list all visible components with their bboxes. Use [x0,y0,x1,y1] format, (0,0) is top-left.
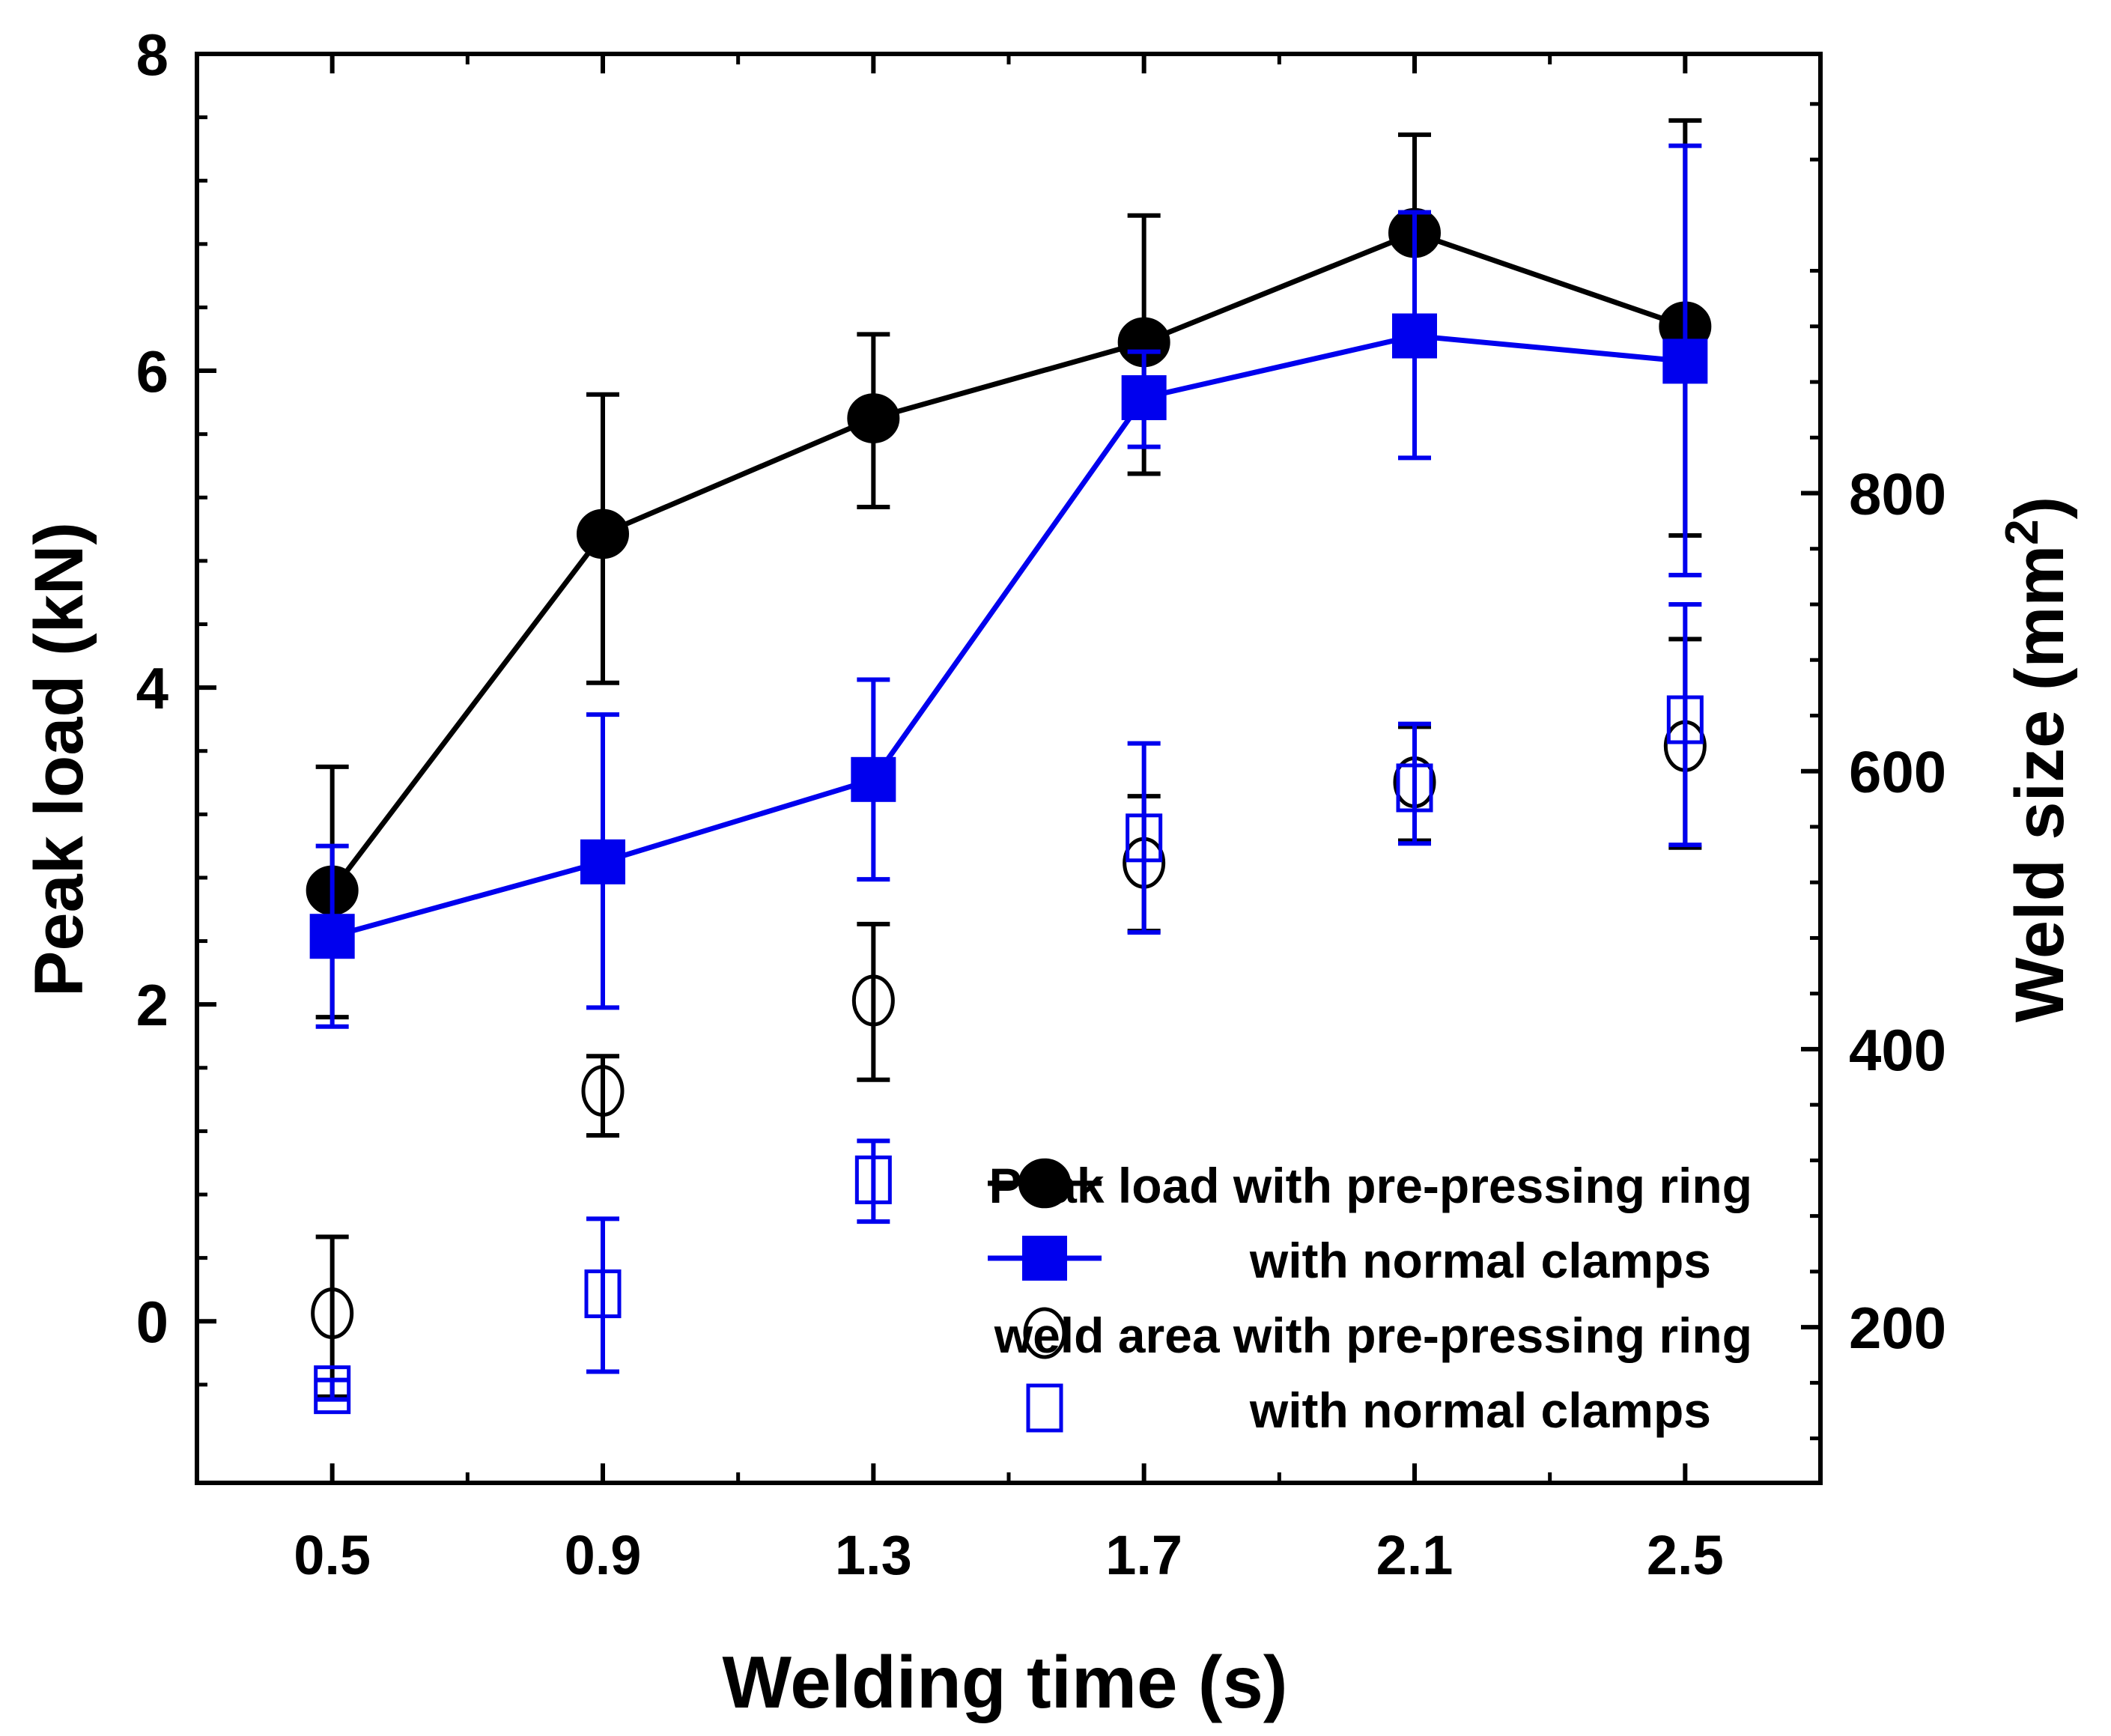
error-bar [857,921,890,1082]
legend-entry-1: with normal clamps [988,1233,1711,1288]
error-bar [857,1138,890,1224]
data-point [580,839,625,884]
x-axis-title: Welding time (s) [722,1641,1287,1723]
legend-entry-2: weld area with pre-pressing ring [994,1307,1752,1363]
legend: Peak load with pre-pressing ring with nor… [988,1158,1752,1438]
y-axis-title-right-sup: 2 [1996,519,2048,544]
data-point [1666,695,1704,744]
legend-label: with normal clamps [1249,1383,1711,1438]
legend-entry-0: Peak load with pre-pressing ring [988,1158,1752,1213]
error-bar [315,1234,349,1399]
legend-marker [1018,1158,1071,1209]
legend-marker [1026,1383,1063,1433]
legend-label: weld area with pre-pressing ring [994,1308,1752,1363]
data-point [577,509,629,559]
data-point [1392,313,1437,359]
legend-entry-3: with normal clamps [1026,1383,1711,1438]
series-line [329,230,1686,892]
error-bar [1127,741,1161,935]
error-bar [586,1054,619,1138]
x-tick-label: 0.9 [565,1524,642,1586]
data-point [314,1365,351,1415]
y-right-tick-label: 600 [1849,739,1946,805]
data-point [854,1155,892,1204]
data-point [584,1269,622,1319]
error-bar [1398,721,1431,846]
y-left-tick-label: 6 [136,339,168,404]
data-point [1396,763,1433,813]
data-point [851,756,896,802]
y-left-tick-label: 0 [136,1289,168,1355]
error-bar [586,1216,619,1374]
y-right-tick-label: 800 [1849,461,1946,527]
data-point [1121,375,1167,421]
series-0 [306,118,1712,1020]
x-tick-label: 0.5 [294,1524,371,1586]
error-bar [315,1377,349,1402]
series-1 [309,143,1708,1029]
y-axis-title-right: Weld size (mm2) [1996,497,2078,1022]
legend-marker [1022,1236,1067,1281]
data-point [581,1065,625,1117]
y-left-tick-label: 2 [136,972,168,1038]
x-tick-label: 1.3 [835,1524,912,1586]
data-point [1662,339,1708,384]
plot-area [306,118,1712,1415]
error-bar [1668,601,1702,848]
y-axis-title-right-close: ) [2002,497,2078,520]
data-point [847,393,900,443]
x-tick-label: 2.1 [1376,1524,1454,1586]
y-right-tick-label: 400 [1849,1017,1946,1083]
x-tick-label: 1.7 [1105,1524,1182,1586]
data-point [311,1287,354,1340]
data-point [309,914,355,959]
series-line [331,333,1686,939]
legend-label: with normal clamps [1249,1233,1711,1288]
y-right-tick-label: 200 [1849,1295,1946,1361]
series-3 [314,601,1704,1415]
data-point [851,974,895,1027]
y-left-tick-label: 4 [136,655,168,721]
y-axis-title-right-main: Weld size (mm [2002,545,2078,1022]
x-tick-label: 2.5 [1647,1524,1724,1586]
legend-marker [1023,1307,1066,1359]
axes: 0.5 0.9 1.3 1.7 2.1 2.5 0 2 4 6 8 200 400 600 800 [136,22,1947,1586]
legend-label: Peak load with pre-pressing ring [988,1158,1752,1213]
y-axis-title-left: Peak load (kN) [21,522,97,997]
data-point [1126,813,1163,863]
y-left-tick-label: 8 [136,22,168,88]
